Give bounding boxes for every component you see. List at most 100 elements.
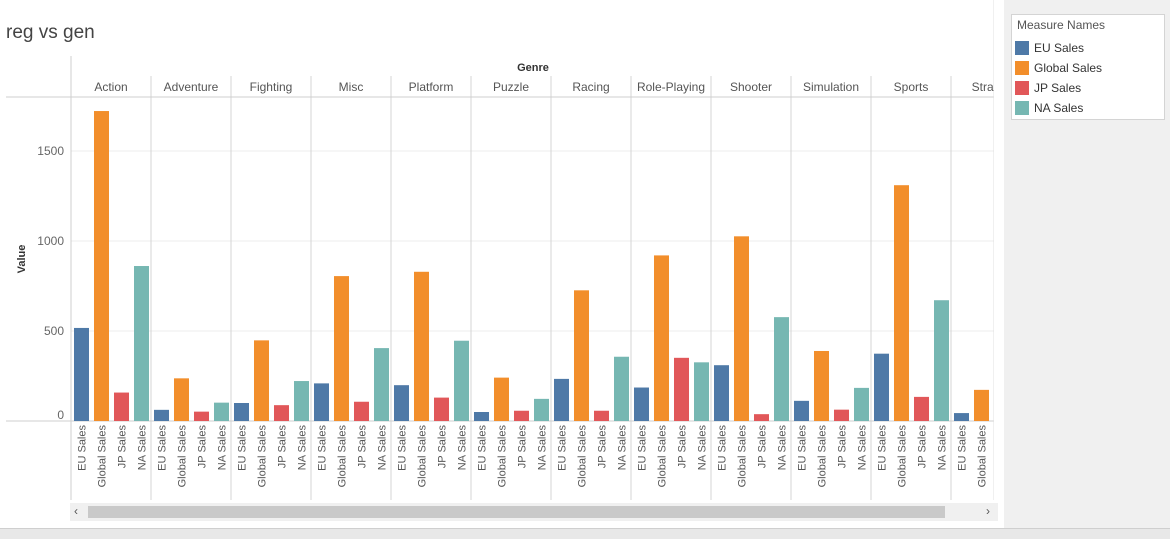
bar-eu-sales[interactable]	[474, 412, 489, 421]
measure-tick-label: Global Sales	[177, 425, 189, 488]
sheet-title: reg vs gen	[6, 22, 95, 43]
bar-global-sales[interactable]	[174, 378, 189, 421]
bar-na-sales[interactable]	[454, 340, 469, 421]
bar-global-sales[interactable]	[574, 290, 589, 421]
genre-header-label: Role-Playing	[637, 80, 705, 94]
bar-eu-sales[interactable]	[954, 413, 969, 421]
measure-tick-label: NA Sales	[937, 425, 949, 471]
bar-global-sales[interactable]	[814, 350, 829, 421]
legend-label: EU Sales	[1034, 41, 1085, 55]
scroll-left-icon[interactable]: ‹	[74, 504, 78, 518]
scroll-right-icon[interactable]: ›	[986, 504, 990, 518]
measure-tick-label: EU Sales	[77, 425, 89, 471]
genre-header-label: Sports	[894, 80, 929, 94]
measure-tick-label: JP Sales	[597, 425, 609, 469]
measure-tick-label: JP Sales	[437, 425, 449, 469]
bar-jp-sales[interactable]	[674, 357, 689, 421]
horizontal-scrollbar[interactable]: ‹ ›	[70, 503, 998, 521]
bar-jp-sales[interactable]	[354, 401, 369, 421]
scroll-thumb[interactable]	[88, 506, 945, 518]
bar-global-sales[interactable]	[94, 111, 109, 421]
bar-na-sales[interactable]	[294, 381, 309, 421]
measure-tick-label: Global Sales	[657, 425, 669, 488]
measure-tick-label: Global Sales	[497, 425, 509, 488]
y-tick-label: 500	[44, 324, 64, 338]
bar-eu-sales[interactable]	[874, 353, 889, 421]
bar-jp-sales[interactable]	[114, 392, 129, 421]
measure-tick-label: EU Sales	[477, 425, 489, 471]
bar-global-sales[interactable]	[974, 389, 989, 421]
bar-eu-sales[interactable]	[634, 387, 649, 421]
bar-na-sales[interactable]	[854, 387, 869, 421]
bar-chart: Genre Action Adventure Fighting Misc Platform…	[6, 0, 1005, 500]
bar-na-sales[interactable]	[614, 356, 629, 421]
measure-tick-label: EU Sales	[237, 425, 249, 471]
bar-na-sales[interactable]	[534, 398, 549, 421]
measure-tick-label: JP Sales	[677, 425, 689, 469]
measure-tick-label: NA Sales	[617, 425, 629, 471]
bar-global-sales[interactable]	[414, 271, 429, 421]
bar-na-sales[interactable]	[934, 300, 949, 421]
measure-tick-label: JP Sales	[117, 425, 129, 469]
genre-header-label: Racing	[572, 80, 609, 94]
bar-na-sales[interactable]	[694, 362, 709, 421]
measure-tick-label: NA Sales	[777, 425, 789, 471]
legend-label: NA Sales	[1034, 101, 1084, 115]
legend: Measure Names EU Sales Global Sales JP S…	[1011, 14, 1165, 120]
measure-tick-label: NA Sales	[457, 425, 469, 471]
bar-eu-sales[interactable]	[714, 365, 729, 421]
bar-jp-sales[interactable]	[194, 411, 209, 421]
legend-title: Measure Names	[1017, 18, 1106, 32]
measure-tick-label: EU Sales	[957, 425, 969, 471]
bar-eu-sales[interactable]	[794, 400, 809, 421]
measure-tick-label: Global Sales	[337, 425, 349, 488]
measure-tick-label: Global Sales	[737, 425, 749, 488]
measure-tick-label: NA Sales	[217, 425, 229, 471]
measure-tick-label: JP Sales	[997, 425, 1005, 469]
bar-eu-sales[interactable]	[234, 403, 249, 421]
measure-tick-label: Global Sales	[817, 425, 829, 488]
bar-na-sales[interactable]	[134, 266, 149, 421]
bar-global-sales[interactable]	[494, 377, 509, 421]
bar-eu-sales[interactable]	[154, 409, 169, 421]
legend-swatch	[1015, 81, 1029, 95]
bar-jp-sales[interactable]	[914, 396, 929, 421]
bar-global-sales[interactable]	[894, 185, 909, 421]
bar-jp-sales[interactable]	[514, 410, 529, 421]
measure-tick-label: JP Sales	[517, 425, 529, 469]
measure-tick-label: JP Sales	[197, 425, 209, 469]
bar-jp-sales[interactable]	[834, 409, 849, 421]
genre-header-label: Puzzle	[493, 80, 529, 94]
sheet-tab-strip	[0, 528, 1170, 539]
measure-tick-label: NA Sales	[137, 425, 149, 471]
measure-tick-label: JP Sales	[357, 425, 369, 469]
bar-jp-sales[interactable]	[754, 414, 769, 421]
bar-eu-sales[interactable]	[554, 378, 569, 421]
bar-eu-sales[interactable]	[394, 385, 409, 421]
bar-na-sales[interactable]	[214, 402, 229, 421]
genre-header-label: Strateg	[972, 80, 1004, 94]
measure-tick-label: Global Sales	[257, 425, 269, 488]
measure-tick-label: NA Sales	[297, 425, 309, 471]
bar-na-sales[interactable]	[374, 348, 389, 421]
bar-eu-sales[interactable]	[74, 327, 89, 421]
measure-tick-label: EU Sales	[157, 425, 169, 471]
measure-tick-label: Global Sales	[577, 425, 589, 488]
measure-tick-label: EU Sales	[397, 425, 409, 471]
bar-jp-sales[interactable]	[434, 397, 449, 421]
bar-global-sales[interactable]	[254, 340, 269, 421]
bar-global-sales[interactable]	[654, 255, 669, 421]
bar-global-sales[interactable]	[334, 276, 349, 421]
measure-tick-label: JP Sales	[277, 425, 289, 469]
measure-tick-label: NA Sales	[537, 425, 549, 471]
measure-tick-label: JP Sales	[917, 425, 929, 469]
bar-jp-sales[interactable]	[274, 405, 289, 421]
measure-tick-label: EU Sales	[557, 425, 569, 471]
measure-tick-label: NA Sales	[377, 425, 389, 471]
genre-header-label: Platform	[409, 80, 454, 94]
bar-eu-sales[interactable]	[314, 383, 329, 421]
measure-tick-label: EU Sales	[637, 425, 649, 471]
bar-global-sales[interactable]	[734, 236, 749, 421]
bar-jp-sales[interactable]	[594, 410, 609, 421]
bar-na-sales[interactable]	[774, 317, 789, 421]
